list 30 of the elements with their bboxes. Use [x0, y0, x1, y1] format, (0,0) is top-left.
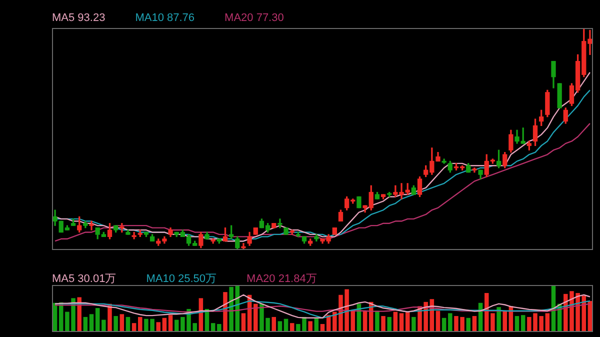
- bar: [412, 316, 416, 332]
- bar: [399, 313, 404, 332]
- bar: [387, 316, 392, 332]
- bar: [308, 321, 312, 332]
- bar: [254, 304, 258, 332]
- bar: [217, 324, 222, 332]
- text: MA5 93.23: [52, 12, 106, 24]
- bar: [223, 292, 228, 332]
- bar: [545, 313, 550, 332]
- text: MA20 21.84万: [246, 272, 317, 286]
- bar: [102, 320, 106, 332]
- bar: [502, 310, 507, 332]
- bar: [95, 308, 100, 332]
- bar: [241, 313, 246, 332]
- candlestick: [278, 218, 282, 228]
- series-label: MA5 30.01万: [52, 272, 116, 286]
- text: MA10 25.50万: [146, 272, 217, 286]
- candlestick: [89, 220, 94, 230]
- text: MA20 77.30: [224, 12, 284, 24]
- bar: [114, 316, 118, 332]
- bar: [381, 316, 386, 332]
- bar: [272, 316, 276, 332]
- bar: [229, 286, 234, 332]
- bar: [496, 307, 501, 332]
- bar: [448, 313, 452, 332]
- candlestick: [442, 158, 446, 164]
- text: MA10 87.76: [135, 12, 195, 24]
- bar: [375, 310, 380, 332]
- bar: [138, 316, 142, 332]
- bar: [156, 322, 161, 332]
